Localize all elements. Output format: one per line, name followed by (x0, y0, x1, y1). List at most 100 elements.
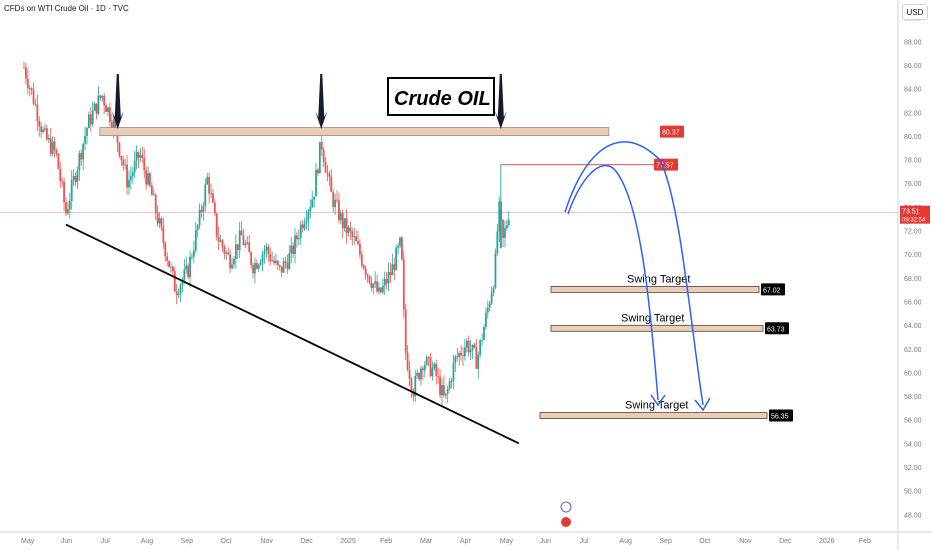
flag-marker-icon (561, 517, 571, 527)
candle-body (42, 129, 44, 132)
candle-body (244, 243, 247, 246)
candle-body (110, 121, 113, 129)
candle-body (93, 103, 96, 111)
candle-body (355, 236, 357, 242)
candle-body (87, 114, 90, 129)
candle-body (330, 176, 333, 193)
candle-body (78, 153, 81, 171)
y-tick-label: 68.00 (904, 276, 922, 283)
candle-body (133, 160, 136, 173)
candle-body (212, 193, 214, 203)
candle-body (481, 339, 483, 341)
candle-body (271, 260, 274, 262)
projection-path-outer (564, 141, 704, 406)
projection-arrowhead-outer (694, 397, 711, 412)
candle-body (504, 228, 506, 238)
candle-body (145, 170, 148, 185)
candle-body (162, 227, 165, 243)
candle-body (44, 128, 46, 130)
x-tick-label: Nov (260, 538, 273, 545)
projection-arrowhead-inner (650, 394, 666, 407)
candle-body (492, 287, 495, 294)
candle-body (318, 141, 321, 174)
candle-body (267, 246, 270, 254)
candle-body (219, 240, 222, 242)
candle-body (433, 363, 436, 369)
candle-body (458, 353, 461, 358)
candle-body (164, 242, 167, 257)
candle-body (95, 103, 98, 114)
candle-body (215, 213, 218, 237)
candle-body (273, 260, 275, 263)
resistance-zone (99, 127, 610, 136)
x-tick-label: Apr (460, 538, 472, 545)
candle-body (477, 354, 480, 369)
candle-body (118, 142, 121, 156)
candle-body (341, 213, 344, 229)
candle-body (467, 340, 470, 353)
y-tick-label: 84.00 (904, 87, 922, 94)
candle-body (101, 95, 104, 98)
current-price-box (900, 205, 930, 224)
candle-body (265, 246, 268, 251)
candle-body (391, 264, 394, 276)
candle-body (233, 259, 235, 265)
candle-body (366, 274, 369, 276)
x-tick-label: Dec (779, 538, 792, 545)
candle-body (425, 357, 428, 366)
candle-body (231, 264, 233, 269)
candle-body (47, 137, 50, 140)
candle-body (296, 235, 298, 240)
candle-body (152, 194, 155, 196)
candle-body (131, 172, 134, 177)
candle-body (46, 128, 48, 140)
x-tick-label: May (500, 538, 514, 545)
y-tick-label: 50.00 (904, 489, 922, 496)
candle-body (143, 158, 146, 171)
candle-body (305, 220, 308, 224)
candle-body (507, 220, 510, 226)
candle-body (284, 261, 287, 263)
candle-body (198, 209, 201, 226)
candle-body (313, 196, 316, 200)
candle-body (498, 201, 501, 232)
candle-body (332, 192, 335, 207)
candle-body (412, 391, 415, 397)
level-label: 63.73 (767, 326, 785, 333)
x-tick-label: Aug (141, 538, 154, 545)
down-arrow-marker (494, 74, 507, 129)
currency-button[interactable]: USD (902, 4, 928, 20)
y-tick-label: 66.00 (904, 299, 922, 306)
candle-body (496, 231, 499, 254)
candle-body (414, 375, 417, 397)
candle-body (114, 119, 117, 128)
candle-body (55, 149, 58, 154)
candle-body (307, 211, 310, 221)
candle-body (276, 260, 279, 266)
candle-body (26, 78, 29, 89)
x-tick-label: 2025 (340, 538, 356, 545)
candle-body (454, 356, 457, 363)
candle-body (225, 252, 228, 254)
candle-body (456, 356, 459, 358)
y-tick-label: 70.00 (904, 252, 922, 259)
candle-body (437, 376, 440, 377)
level-label: 77.57 (656, 163, 674, 170)
target-zone (539, 412, 768, 419)
candle-body (349, 227, 352, 232)
x-tick-label: Jun (61, 538, 72, 545)
candle-body (465, 340, 468, 348)
candle-body (364, 268, 367, 275)
candle-body (89, 114, 92, 125)
candle-body (38, 121, 41, 127)
x-tick-label: Jul (580, 538, 589, 545)
candle-body (463, 347, 466, 357)
candle-body (387, 272, 390, 284)
candle-body (378, 287, 380, 292)
candle-body (112, 119, 115, 129)
candle-body (238, 230, 241, 251)
candle-body (229, 254, 232, 269)
current-price-label: 73.51 (902, 209, 920, 216)
candle-body (257, 264, 260, 269)
